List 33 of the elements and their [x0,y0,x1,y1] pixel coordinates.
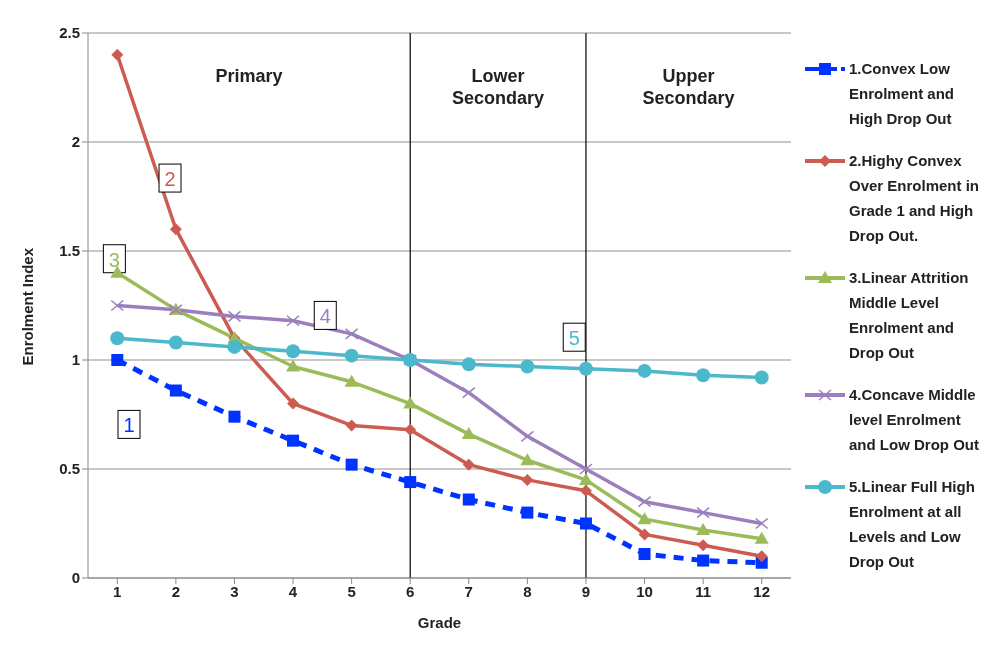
annotation: Upper Secondary [642,66,735,109]
annotation: 3 [108,248,120,271]
annotation: 5 [568,327,580,350]
x-tick-label: 4 [288,582,298,600]
annotation: Lower Secondary [452,66,545,109]
y-tick-label: 0 [71,569,80,587]
legend-label: 2.Highy Convex Over Enrolment in Grade 1 and High Drop Out. [849,150,981,246]
x-tick-label: 12 [753,582,771,600]
x-tick-label: 8 [523,582,532,600]
y-axis-title: Enrolment Index [19,247,37,366]
legend-label: 1.Convex Low Enrolment and High Drop Out [849,58,955,129]
x-tick-label: 6 [406,582,415,600]
x-tick-label: 11 [695,582,712,600]
y-tick-label: 0.5 [59,460,80,478]
x-axis-title: Grade [417,614,462,631]
y-tick-label: 2 [71,133,80,151]
x-tick-label: 5 [347,582,356,600]
x-tick-label: 2 [171,582,181,600]
annotation: Primary [215,66,283,87]
legend-label: 4.Concave Middle level Enrolment and Low Drop Out [849,384,980,455]
y-tick-label: 1.5 [59,242,80,260]
annotation: 1 [123,414,135,437]
x-tick-label: 7 [464,582,473,600]
x-tick-label: 10 [636,582,653,600]
annotation: 2 [164,168,176,191]
y-tick-label: 2.5 [59,24,80,42]
annotation: 4 [319,305,331,328]
x-tick-label: 1 [113,582,122,600]
y-tick-label: 1 [71,351,80,369]
x-tick-label: 9 [581,582,591,600]
legend-label: 3.Linear Attrition Middle Level Enrolment and Drop Out [849,267,970,363]
legend-label: 5.Linear Full High Enrolment at all Levels and Low Drop Out [849,476,976,572]
x-tick-label: 3 [230,582,239,600]
